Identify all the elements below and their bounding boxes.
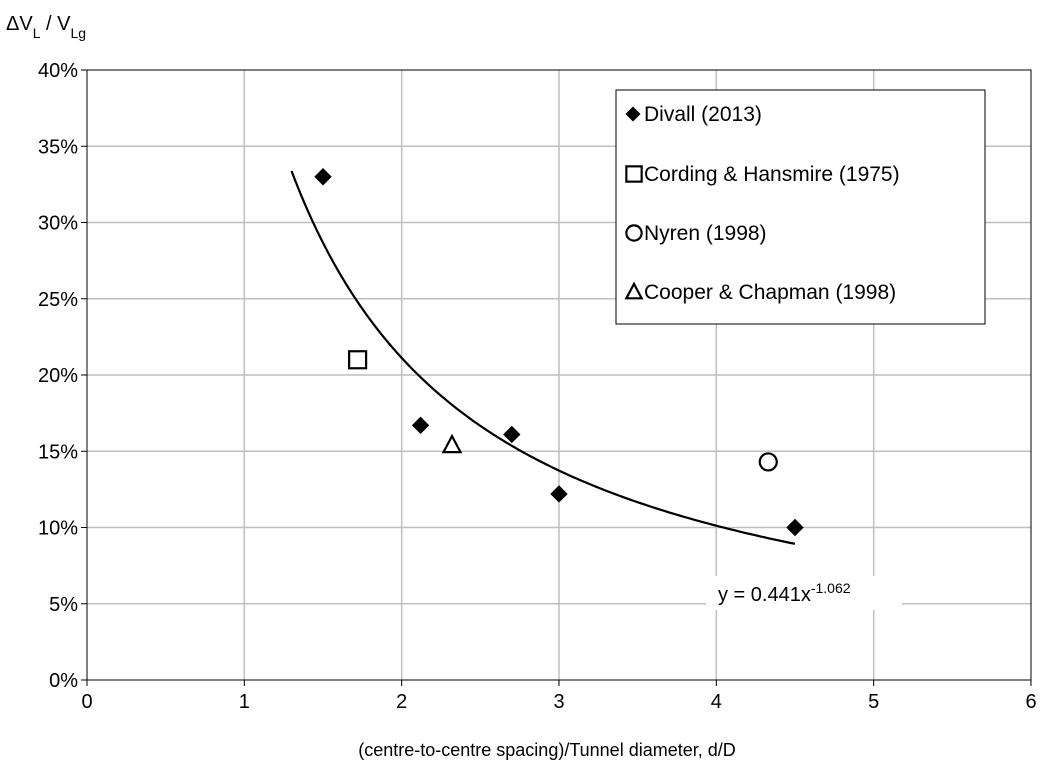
y-tick-label: 10% bbox=[38, 518, 78, 540]
x-tick-label: 3 bbox=[553, 691, 564, 713]
y-tick-label: 15% bbox=[38, 441, 78, 463]
circle-point bbox=[758, 452, 778, 472]
equation-label: y = 0.441x-1.062 bbox=[718, 580, 851, 606]
power-trendline bbox=[290, 170, 796, 545]
x-tick-label: 0 bbox=[81, 691, 92, 713]
x-tick-label: 2 bbox=[396, 691, 407, 713]
x-tick-label: 6 bbox=[1025, 691, 1036, 713]
diamond-point bbox=[786, 518, 804, 537]
legend-label: Nyren (1998) bbox=[644, 222, 767, 245]
legend-circle-icon bbox=[625, 224, 643, 242]
legend-triangle-icon bbox=[624, 281, 644, 300]
legend-label: Cording & Hansmire (1975) bbox=[644, 163, 900, 186]
y-tick-label: 25% bbox=[38, 289, 78, 311]
diamond-point bbox=[550, 485, 568, 503]
legend-diamond-icon bbox=[625, 106, 641, 122]
diamond-point bbox=[411, 416, 430, 435]
trendline-group bbox=[290, 170, 796, 545]
legend-square-icon bbox=[625, 165, 643, 183]
y-tick-label: 40% bbox=[38, 60, 78, 82]
x-tick-label: 1 bbox=[239, 691, 250, 713]
x-axis-label: (centre-to-centre spacing)/Tunnel diamet… bbox=[358, 740, 736, 760]
axis-ticks: 0 1 2 3 4 5 6 0% 5% 10% 15% 20% 25% 30% 35% 40% bbox=[38, 60, 1037, 713]
legend-label: Cooper & Chapman (1998) bbox=[644, 281, 896, 304]
diamond-point bbox=[503, 425, 521, 444]
trendline-equation: y = 0.441x-1.062 bbox=[706, 576, 902, 610]
y-tick-label: 20% bbox=[38, 365, 78, 387]
legend-label: Divall (2013) bbox=[644, 103, 762, 126]
legend-box bbox=[615, 89, 986, 325]
y-tick-label: 5% bbox=[49, 594, 78, 616]
triangle-point bbox=[441, 433, 463, 454]
diamond-point bbox=[314, 168, 332, 186]
legend: Divall (2013) Cording & Hansmire (1975) Ny… bbox=[615, 89, 986, 325]
y-tick-label: 30% bbox=[38, 213, 78, 235]
equation-background bbox=[706, 576, 902, 610]
square-point bbox=[348, 350, 368, 370]
legend-items: Divall (2013) Cording & Hansmire (1975) Ny… bbox=[624, 103, 900, 304]
y-tick-label: 0% bbox=[49, 670, 78, 692]
data-points bbox=[314, 168, 804, 537]
y-tick-label: 35% bbox=[38, 136, 78, 158]
x-tick-label: 5 bbox=[868, 691, 879, 713]
y-axis-label: ΔVL / VLg bbox=[6, 13, 86, 41]
x-tick-label: 4 bbox=[711, 691, 722, 713]
